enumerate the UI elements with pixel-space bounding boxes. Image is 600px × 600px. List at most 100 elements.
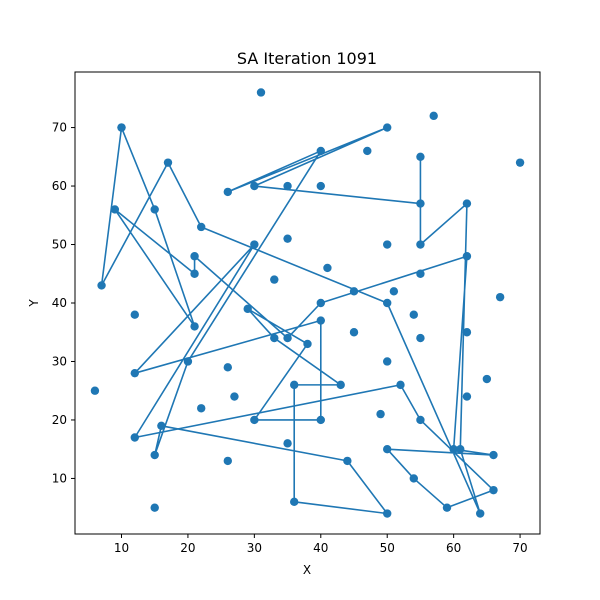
city-point [290,497,299,507]
city-point [416,333,425,343]
city-point [383,240,392,249]
city-point [283,333,292,343]
city-point [117,123,126,132]
city-point [163,158,173,167]
city-point [316,298,325,308]
city-point [409,474,418,483]
city-point [197,222,206,232]
city-point [90,386,100,395]
city-point [283,439,292,448]
city-point [383,509,392,518]
city-point [409,310,418,319]
y-axis-label: Y [27,299,41,308]
city-point [416,152,425,161]
city-point [416,240,425,249]
city-point [316,181,325,191]
city-point [462,252,472,261]
city-point [495,292,505,302]
y-axis: 10 20 30 40 50 60 70 [52,121,75,485]
city-point [316,415,325,425]
city-point [150,205,159,214]
x-tick-label: 20 [180,541,195,555]
x-tick-label: 30 [247,541,262,555]
city-point [456,445,465,454]
x-tick-label: 50 [380,541,395,555]
city-point [110,205,120,214]
city-point [190,252,199,261]
city-point [303,339,312,349]
city-point [449,445,458,454]
city-point [150,503,159,512]
city-point [250,240,259,249]
y-tick-label: 40 [52,296,67,310]
city-point [489,450,498,460]
city-point [515,158,525,167]
city-point [442,503,452,512]
x-tick-label: 70 [512,541,527,555]
city-point [250,415,259,425]
city-point [476,509,485,518]
x-axis: 10 20 30 40 50 60 70 [114,534,528,555]
city-point [250,181,259,191]
city-point [283,234,292,243]
city-point [462,328,472,337]
y-tick-label: 30 [52,354,67,368]
city-point [462,199,472,208]
city-point [416,199,425,208]
city-point [323,263,332,273]
city-point [336,380,345,390]
city-point [429,111,438,121]
y-tick-label: 20 [52,413,67,427]
city-point [316,316,325,325]
city-point [349,287,359,296]
city-point [157,421,166,431]
city-point [376,409,385,419]
city-point [130,310,139,319]
city-point [190,322,199,331]
city-point [383,298,392,308]
city-point [489,485,498,495]
marker-layer [90,88,525,518]
y-tick-label: 70 [52,121,67,135]
plot-area [74,71,541,535]
city-point [349,328,359,337]
city-point [256,88,266,97]
y-tick-label: 50 [52,238,67,252]
city-point [130,368,139,378]
city-point [290,380,299,390]
city-point [283,181,292,191]
x-tick-label: 60 [446,541,461,555]
city-point [130,433,139,442]
city-point [243,304,252,314]
city-point [230,392,239,401]
x-tick-label: 10 [114,541,129,555]
city-point [190,269,199,278]
chart-title: SA Iteration 1091 [237,49,377,68]
city-point [183,357,193,366]
city-point [383,445,392,454]
city-point [316,146,325,156]
city-point [223,187,232,197]
city-point [270,333,279,343]
city-point [389,287,399,296]
city-point [383,357,392,366]
city-point [462,392,472,401]
city-point [416,415,425,425]
city-point [383,123,392,132]
city-point [97,281,106,290]
city-point [223,456,232,466]
city-point [416,269,425,278]
city-point [482,374,492,384]
city-point [363,146,372,156]
city-point [223,363,232,372]
x-tick-label: 40 [313,541,328,555]
city-point [270,275,279,284]
city-point [197,404,206,413]
y-tick-label: 10 [52,471,67,485]
city-point [150,450,159,460]
y-tick-label: 60 [52,179,67,193]
city-point [343,456,352,466]
x-axis-label: X [303,563,311,577]
